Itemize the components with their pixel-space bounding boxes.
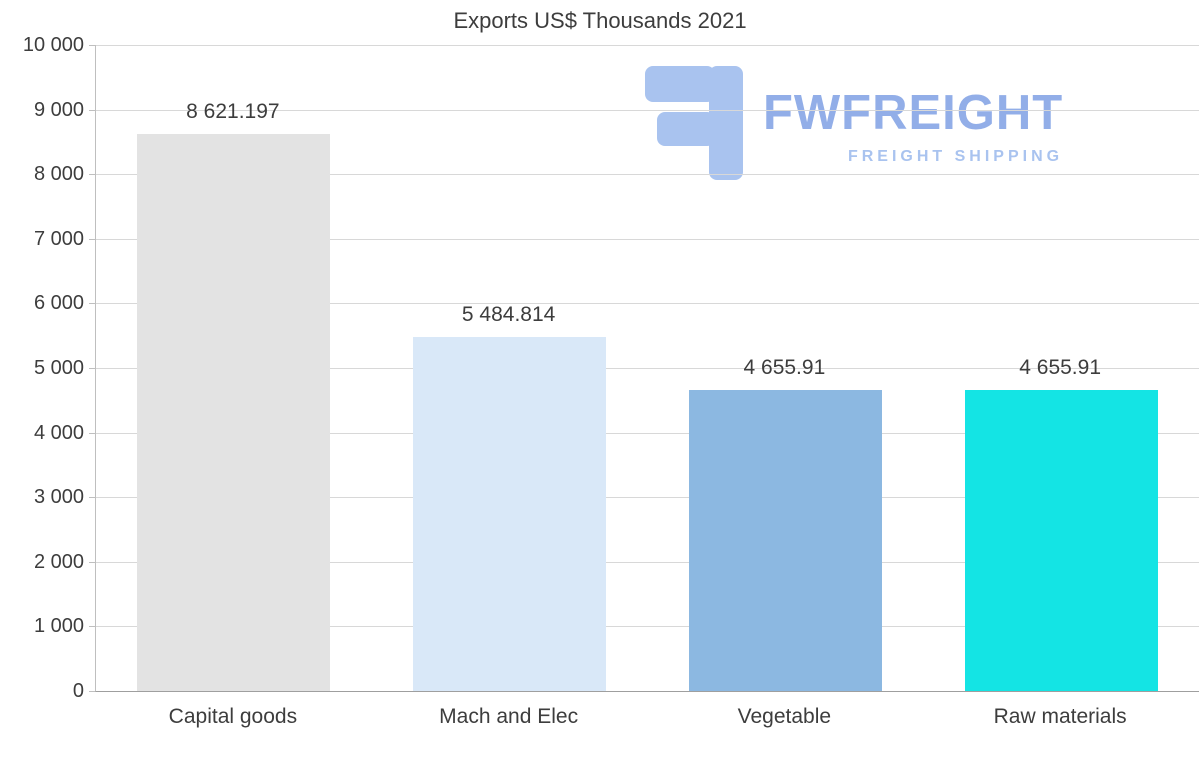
y-tick-label: 5 000 xyxy=(33,357,84,379)
y-tick-mark xyxy=(89,368,95,369)
bar-value-label: 4 655.91 xyxy=(1019,356,1101,380)
plot-area xyxy=(95,45,1199,692)
bar-capital-goods xyxy=(137,134,331,691)
x-category-label: Raw materials xyxy=(993,705,1127,728)
bar-value-label: 4 655.91 xyxy=(743,356,826,380)
watermark-logo: FWFREIGHT FREIGHT SHIPPING xyxy=(645,66,1155,186)
bar-mach-and-elec xyxy=(413,336,607,691)
x-category-label: Vegetable xyxy=(737,705,832,728)
y-tick-label: 7 000 xyxy=(33,227,84,250)
y-tick-mark xyxy=(89,109,95,111)
gridline xyxy=(96,561,1199,563)
y-tick-label: 6 000 xyxy=(33,292,84,315)
chart-title: Exports US$ Thousands 2021 xyxy=(453,8,747,33)
bar-vegetable xyxy=(688,390,882,691)
y-tick-mark xyxy=(89,691,95,692)
y-tick-mark xyxy=(89,174,95,176)
y-tick-mark xyxy=(89,45,95,46)
bar-value-label: 8 621.197 xyxy=(186,100,280,124)
y-tick-label: 1 000 xyxy=(33,615,84,638)
y-tick-label: 0 xyxy=(72,680,84,702)
watermark-brand-name: FWFREIGHT xyxy=(763,86,1064,140)
bar-value-label: 5 484.814 xyxy=(461,302,556,326)
gridline xyxy=(96,238,1199,240)
y-tick-mark xyxy=(89,561,95,563)
y-tick-mark xyxy=(89,497,95,499)
y-tick-label: 8 000 xyxy=(33,163,84,186)
gridline xyxy=(96,109,1199,111)
y-tick-mark xyxy=(89,303,95,305)
x-category-label: Capital goods xyxy=(168,705,298,728)
y-tick-label: 3 000 xyxy=(33,486,84,509)
gridline xyxy=(96,432,1199,434)
watermark-subtitle: FREIGHT SHIPPING xyxy=(847,148,1064,165)
gridline xyxy=(96,174,1199,176)
y-tick-label: 4 000 xyxy=(33,421,84,444)
gridline xyxy=(96,626,1199,628)
y-tick-mark xyxy=(89,626,95,628)
bar-raw-materials xyxy=(964,390,1158,691)
y-tick-label: 10 000 xyxy=(22,34,84,56)
x-category-label: Mach and Elec xyxy=(439,705,579,728)
gridline xyxy=(96,497,1199,499)
y-tick-mark xyxy=(89,432,95,434)
gridline xyxy=(96,368,1199,369)
y-tick-mark xyxy=(89,238,95,240)
gridline xyxy=(96,45,1199,46)
y-tick-label: 2 000 xyxy=(33,550,84,573)
y-tick-label: 9 000 xyxy=(33,98,84,121)
fwfreight-logo-mark-icon xyxy=(645,66,747,186)
gridline xyxy=(96,303,1199,305)
